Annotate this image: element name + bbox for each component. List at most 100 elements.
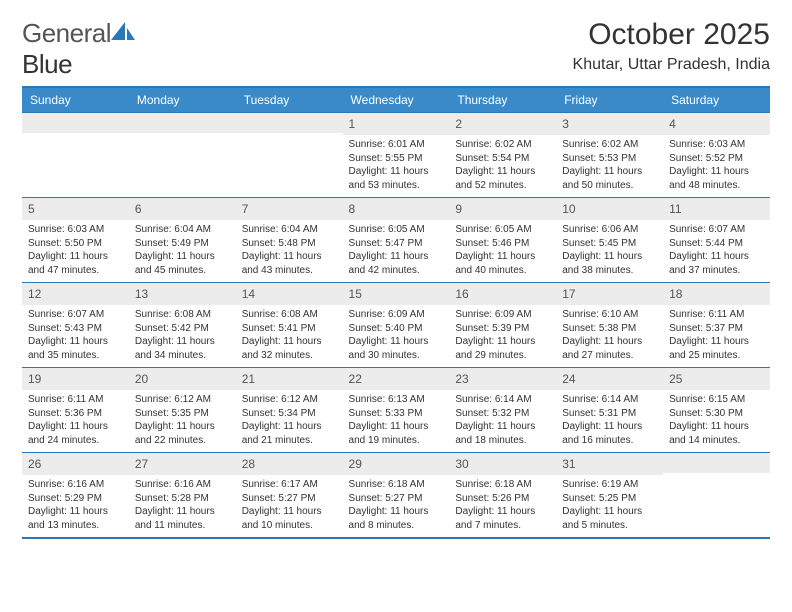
calendar-table: SundayMondayTuesdayWednesdayThursdayFrid… <box>22 86 770 539</box>
calendar-cell: 24Sunrise: 6:14 AMSunset: 5:31 PMDayligh… <box>556 368 663 453</box>
day-number: 1 <box>343 113 450 135</box>
calendar-cell: 11Sunrise: 6:07 AMSunset: 5:44 PMDayligh… <box>663 198 770 283</box>
day-number: 7 <box>236 198 343 220</box>
calendar-cell: 6Sunrise: 6:04 AMSunset: 5:49 PMDaylight… <box>129 198 236 283</box>
calendar-cell: 28Sunrise: 6:17 AMSunset: 5:27 PMDayligh… <box>236 453 343 538</box>
day-number: 23 <box>449 368 556 390</box>
day-number: 25 <box>663 368 770 390</box>
day-number: 17 <box>556 283 663 305</box>
day-number: 24 <box>556 368 663 390</box>
day-number: 8 <box>343 198 450 220</box>
day-number: 13 <box>129 283 236 305</box>
day-info: Sunrise: 6:03 AMSunset: 5:50 PMDaylight:… <box>22 220 129 281</box>
calendar-row: 1Sunrise: 6:01 AMSunset: 5:55 PMDaylight… <box>22 113 770 198</box>
day-number: 14 <box>236 283 343 305</box>
day-info: Sunrise: 6:17 AMSunset: 5:27 PMDaylight:… <box>236 475 343 536</box>
day-number: 2 <box>449 113 556 135</box>
day-info: Sunrise: 6:14 AMSunset: 5:31 PMDaylight:… <box>556 390 663 451</box>
day-info: Sunrise: 6:13 AMSunset: 5:33 PMDaylight:… <box>343 390 450 451</box>
day-info: Sunrise: 6:09 AMSunset: 5:40 PMDaylight:… <box>343 305 450 366</box>
calendar-cell: 4Sunrise: 6:03 AMSunset: 5:52 PMDaylight… <box>663 113 770 198</box>
day-header: Saturday <box>663 87 770 113</box>
calendar-cell: 5Sunrise: 6:03 AMSunset: 5:50 PMDaylight… <box>22 198 129 283</box>
day-number: 16 <box>449 283 556 305</box>
calendar-cell: 20Sunrise: 6:12 AMSunset: 5:35 PMDayligh… <box>129 368 236 453</box>
day-number <box>129 113 236 133</box>
calendar-cell: 1Sunrise: 6:01 AMSunset: 5:55 PMDaylight… <box>343 113 450 198</box>
calendar-cell: 15Sunrise: 6:09 AMSunset: 5:40 PMDayligh… <box>343 283 450 368</box>
logo-word1: General <box>22 18 111 48</box>
calendar-row: 19Sunrise: 6:11 AMSunset: 5:36 PMDayligh… <box>22 368 770 453</box>
logo-sail-icon <box>111 22 137 42</box>
calendar-cell: 31Sunrise: 6:19 AMSunset: 5:25 PMDayligh… <box>556 453 663 538</box>
calendar-cell <box>663 453 770 538</box>
day-info: Sunrise: 6:01 AMSunset: 5:55 PMDaylight:… <box>343 135 450 196</box>
calendar-cell: 30Sunrise: 6:18 AMSunset: 5:26 PMDayligh… <box>449 453 556 538</box>
day-info: Sunrise: 6:05 AMSunset: 5:47 PMDaylight:… <box>343 220 450 281</box>
day-header: Monday <box>129 87 236 113</box>
day-header: Friday <box>556 87 663 113</box>
logo-text: GeneralBlue <box>22 18 137 80</box>
day-number <box>236 113 343 133</box>
day-number: 26 <box>22 453 129 475</box>
calendar-cell: 14Sunrise: 6:08 AMSunset: 5:41 PMDayligh… <box>236 283 343 368</box>
calendar-cell <box>22 113 129 198</box>
day-number: 28 <box>236 453 343 475</box>
day-header: Sunday <box>22 87 129 113</box>
day-info: Sunrise: 6:08 AMSunset: 5:42 PMDaylight:… <box>129 305 236 366</box>
day-header: Tuesday <box>236 87 343 113</box>
title-block: October 2025 Khutar, Uttar Pradesh, Indi… <box>573 18 770 74</box>
day-number: 18 <box>663 283 770 305</box>
calendar-cell: 29Sunrise: 6:18 AMSunset: 5:27 PMDayligh… <box>343 453 450 538</box>
day-info: Sunrise: 6:15 AMSunset: 5:30 PMDaylight:… <box>663 390 770 451</box>
calendar-cell: 26Sunrise: 6:16 AMSunset: 5:29 PMDayligh… <box>22 453 129 538</box>
day-number: 27 <box>129 453 236 475</box>
location: Khutar, Uttar Pradesh, India <box>573 56 770 74</box>
calendar-cell: 13Sunrise: 6:08 AMSunset: 5:42 PMDayligh… <box>129 283 236 368</box>
day-number: 29 <box>343 453 450 475</box>
calendar-cell: 10Sunrise: 6:06 AMSunset: 5:45 PMDayligh… <box>556 198 663 283</box>
day-number: 6 <box>129 198 236 220</box>
calendar-row: 26Sunrise: 6:16 AMSunset: 5:29 PMDayligh… <box>22 453 770 538</box>
day-info: Sunrise: 6:12 AMSunset: 5:34 PMDaylight:… <box>236 390 343 451</box>
day-info: Sunrise: 6:03 AMSunset: 5:52 PMDaylight:… <box>663 135 770 196</box>
day-number: 5 <box>22 198 129 220</box>
day-number: 11 <box>663 198 770 220</box>
day-info: Sunrise: 6:10 AMSunset: 5:38 PMDaylight:… <box>556 305 663 366</box>
day-info: Sunrise: 6:11 AMSunset: 5:37 PMDaylight:… <box>663 305 770 366</box>
calendar-cell: 3Sunrise: 6:02 AMSunset: 5:53 PMDaylight… <box>556 113 663 198</box>
day-number: 3 <box>556 113 663 135</box>
calendar-cell: 23Sunrise: 6:14 AMSunset: 5:32 PMDayligh… <box>449 368 556 453</box>
day-info: Sunrise: 6:02 AMSunset: 5:54 PMDaylight:… <box>449 135 556 196</box>
day-info: Sunrise: 6:16 AMSunset: 5:29 PMDaylight:… <box>22 475 129 536</box>
day-number: 12 <box>22 283 129 305</box>
calendar-cell: 12Sunrise: 6:07 AMSunset: 5:43 PMDayligh… <box>22 283 129 368</box>
calendar-cell: 8Sunrise: 6:05 AMSunset: 5:47 PMDaylight… <box>343 198 450 283</box>
logo-word2: Blue <box>22 49 72 79</box>
day-number: 15 <box>343 283 450 305</box>
day-number: 31 <box>556 453 663 475</box>
day-info: Sunrise: 6:06 AMSunset: 5:45 PMDaylight:… <box>556 220 663 281</box>
day-number: 22 <box>343 368 450 390</box>
calendar-cell: 21Sunrise: 6:12 AMSunset: 5:34 PMDayligh… <box>236 368 343 453</box>
day-info: Sunrise: 6:02 AMSunset: 5:53 PMDaylight:… <box>556 135 663 196</box>
day-info: Sunrise: 6:11 AMSunset: 5:36 PMDaylight:… <box>22 390 129 451</box>
day-number: 30 <box>449 453 556 475</box>
calendar-cell: 7Sunrise: 6:04 AMSunset: 5:48 PMDaylight… <box>236 198 343 283</box>
calendar-row: 12Sunrise: 6:07 AMSunset: 5:43 PMDayligh… <box>22 283 770 368</box>
day-number: 19 <box>22 368 129 390</box>
calendar-cell: 9Sunrise: 6:05 AMSunset: 5:46 PMDaylight… <box>449 198 556 283</box>
calendar-cell <box>129 113 236 198</box>
calendar-cell: 2Sunrise: 6:02 AMSunset: 5:54 PMDaylight… <box>449 113 556 198</box>
day-number: 10 <box>556 198 663 220</box>
calendar-cell: 18Sunrise: 6:11 AMSunset: 5:37 PMDayligh… <box>663 283 770 368</box>
logo: GeneralBlue <box>22 18 137 80</box>
day-info: Sunrise: 6:07 AMSunset: 5:44 PMDaylight:… <box>663 220 770 281</box>
calendar-cell <box>236 113 343 198</box>
day-info: Sunrise: 6:08 AMSunset: 5:41 PMDaylight:… <box>236 305 343 366</box>
day-info: Sunrise: 6:07 AMSunset: 5:43 PMDaylight:… <box>22 305 129 366</box>
calendar-cell: 19Sunrise: 6:11 AMSunset: 5:36 PMDayligh… <box>22 368 129 453</box>
calendar-cell: 25Sunrise: 6:15 AMSunset: 5:30 PMDayligh… <box>663 368 770 453</box>
day-info: Sunrise: 6:18 AMSunset: 5:27 PMDaylight:… <box>343 475 450 536</box>
day-number: 9 <box>449 198 556 220</box>
